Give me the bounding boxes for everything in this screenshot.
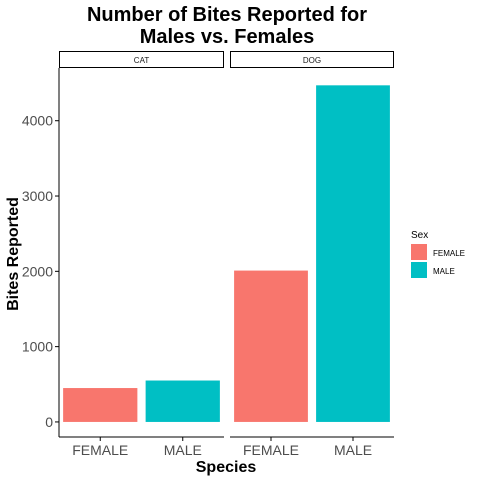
- y-tick-label: 1000: [22, 339, 53, 355]
- x-tick-label: FEMALE: [243, 442, 299, 458]
- y-tick-label: 4000: [22, 113, 53, 129]
- legend-swatch-female: [411, 244, 427, 260]
- chart-title-line-1: Number of Bites Reported for: [87, 4, 367, 26]
- legend-label: MALE: [433, 267, 455, 276]
- y-tick-label: 2000: [22, 263, 53, 279]
- facet-strip-label: CAT: [134, 56, 150, 65]
- bar-cat-female: [63, 388, 138, 422]
- facet-strip-cat: [59, 51, 224, 68]
- facet-strip-dog: [230, 51, 394, 68]
- legend-label: FEMALE: [433, 249, 465, 258]
- y-tick-label: 0: [45, 414, 53, 430]
- x-tick-label: FEMALE: [72, 442, 128, 458]
- legend: Sex FEMALE MALE: [411, 230, 465, 278]
- x-tick-label: MALE: [164, 442, 202, 458]
- facet-strip-label: DOG: [303, 56, 321, 65]
- bar-cat-male: [145, 380, 220, 422]
- x-axis-label: Species: [196, 459, 257, 476]
- legend-swatch-male: [411, 262, 427, 278]
- bar-dog-male: [316, 85, 390, 422]
- bar-dog-female: [234, 270, 308, 422]
- plot-area: 0 1000 2000 3000 4000 CAT FEMALE MALE DOG FEMALE M…: [22, 51, 394, 458]
- x-tick-label: MALE: [334, 442, 372, 458]
- chart-title-line-2: Males vs. Females: [140, 26, 315, 48]
- y-axis-label: Bites Reported: [5, 197, 22, 311]
- legend-title: Sex: [411, 230, 428, 241]
- y-tick-label: 3000: [22, 188, 53, 204]
